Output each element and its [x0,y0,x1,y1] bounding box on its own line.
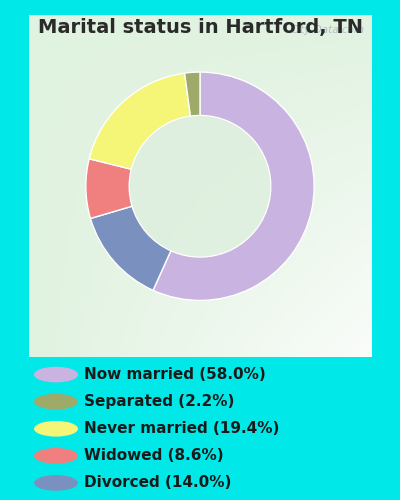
Text: Separated (2.2%): Separated (2.2%) [84,394,234,409]
Circle shape [130,116,270,256]
Wedge shape [185,72,200,116]
Wedge shape [89,73,190,169]
Wedge shape [153,72,314,300]
Circle shape [34,394,78,409]
Text: Marital status in Hartford, TN: Marital status in Hartford, TN [38,18,362,36]
Text: Divorced (14.0%): Divorced (14.0%) [84,476,231,490]
Circle shape [34,421,78,436]
Text: Now married (58.0%): Now married (58.0%) [84,367,266,382]
Circle shape [34,475,78,490]
Circle shape [34,367,78,382]
Text: Never married (19.4%): Never married (19.4%) [84,421,279,436]
Text: Widowed (8.6%): Widowed (8.6%) [84,448,224,464]
Wedge shape [90,206,171,290]
Circle shape [34,448,78,464]
Wedge shape [86,159,132,218]
Text: City-Data.com: City-Data.com [290,26,364,36]
